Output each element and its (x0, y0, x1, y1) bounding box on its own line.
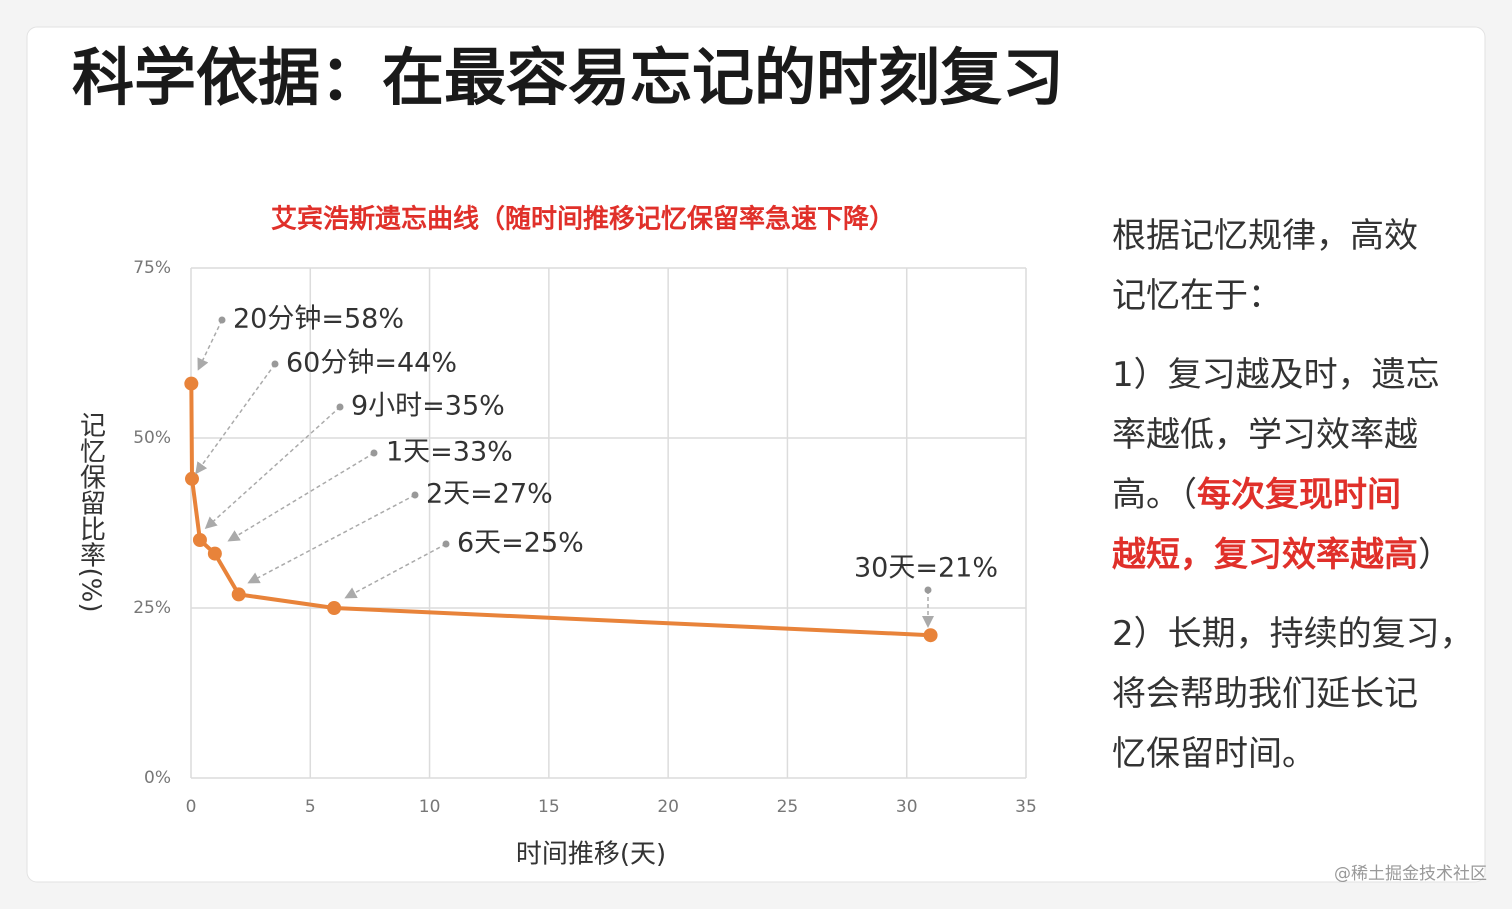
note-text: 越短，复习效率越高 (1112, 535, 1418, 575)
annotation-dot (411, 491, 419, 499)
note-text: 将会帮助我们延长记 (1112, 674, 1418, 714)
annotation-arrow (344, 543, 447, 599)
y-tick-label: 75% (133, 258, 171, 278)
note-text: 忆保留时间。 (1112, 734, 1316, 774)
watermark: @稀土掘金技术社区 (1334, 864, 1487, 884)
note-text: 记忆在于： (1112, 276, 1282, 316)
data-label: 6天=25% (457, 528, 584, 559)
note-line: 高。（每次复现时间 (1112, 475, 1401, 515)
point (184, 471, 199, 486)
note-line: 率越低，学习效率越 (1112, 415, 1418, 455)
annotation-dot (271, 360, 279, 368)
note-line: 忆保留时间。 (1112, 734, 1316, 774)
data-label: 1天=33% (386, 437, 513, 468)
note-line: 根据记忆规律，高效 (1112, 216, 1418, 256)
note-text: ） (1418, 535, 1452, 575)
data-label: 20分钟=58% (233, 304, 404, 335)
annotation-arrow (197, 319, 223, 371)
x-tick-label: 5 (305, 797, 316, 817)
data-label: 9小时=35% (351, 391, 505, 422)
data-label: 60分钟=44% (286, 348, 457, 379)
x-tick-label: 15 (538, 797, 560, 817)
note-text: 2）长期，持续的复习， (1112, 614, 1474, 654)
annotation-dot (336, 403, 344, 411)
note-text: 高。（ (1112, 475, 1197, 515)
note-line: 将会帮助我们延长记 (1112, 674, 1418, 714)
y-axis-label: 记忆保留比率(%) (76, 412, 106, 613)
point (184, 376, 199, 391)
note-text: 率越低，学习效率越 (1112, 415, 1418, 455)
data-label: 30天=21% (854, 553, 998, 584)
note-text: 每次复现时间 (1197, 475, 1401, 515)
annotation-arrow (195, 363, 276, 475)
note-line: 越短，复习效率越高） (1112, 535, 1452, 575)
annotation-arrow (247, 494, 416, 584)
point (192, 533, 207, 547)
card (26, 26, 1486, 883)
x-tick-label: 0 (186, 797, 197, 817)
point (327, 601, 342, 615)
x-tick-label: 35 (1015, 797, 1037, 817)
note-line: 1）复习越及时，遗忘 (1112, 355, 1440, 395)
annotation-dot (370, 449, 378, 457)
note-text: 1）复习越及时，遗忘 (1112, 355, 1440, 395)
y-tick-label: 50% (133, 428, 171, 448)
x-tick-label: 25 (777, 797, 799, 817)
x-axis-label: 时间推移(天) (516, 840, 666, 870)
y-tick-label: 0% (144, 768, 171, 788)
annotation-dot (924, 586, 932, 594)
slide-title: 科学依据：在最容易忘记的时刻复习 (72, 41, 1064, 114)
note-text: 根据记忆规律，高效 (1112, 216, 1418, 256)
note-line: 2）长期，持续的复习， (1112, 614, 1474, 654)
annotation-arrow (204, 406, 341, 530)
point (207, 546, 222, 561)
x-tick-label: 30 (896, 797, 918, 817)
point (231, 587, 246, 602)
y-tick-label: 25% (133, 598, 171, 618)
annotation-arrow (227, 452, 375, 542)
data-label: 2天=27% (426, 479, 553, 510)
note-line: 记忆在于： (1112, 276, 1282, 316)
x-tick-label: 10 (419, 797, 441, 817)
annotation-dot (218, 316, 226, 324)
annotation-dot (442, 540, 450, 548)
chart-title: 艾宾浩斯遗忘曲线（随时间推移记忆保留率急速下降） (271, 204, 895, 235)
x-tick-label: 20 (657, 797, 679, 817)
point (923, 628, 938, 643)
